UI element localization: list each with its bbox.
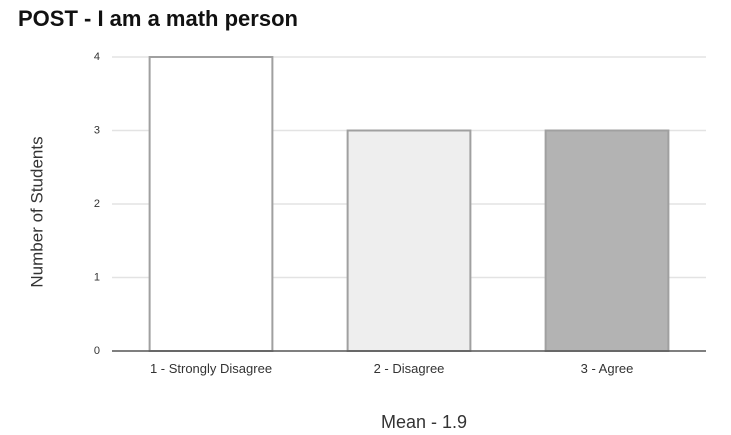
x-tick-label: 3 - Agree	[581, 361, 634, 376]
y-tick-label: 2	[94, 198, 100, 210]
x-tick-label: 1 - Strongly Disagree	[150, 361, 272, 376]
x-tick-label: 2 - Disagree	[374, 361, 445, 376]
y-tick-label: 3	[94, 124, 100, 136]
chart-title: POST - I am a math person	[18, 6, 298, 31]
axes: 0 1 2 3 4 1 - Strongly Disagree 2 - Disagree 3 …	[94, 51, 706, 376]
y-tick-label: 1	[94, 271, 100, 283]
y-axis-label: Number of Students	[27, 136, 46, 287]
bar-3	[544, 129, 670, 352]
bars	[148, 56, 670, 352]
y-tick-label: 0	[94, 345, 100, 357]
y-tick-label: 4	[94, 51, 100, 63]
x-axis-label: Mean - 1.9	[381, 412, 467, 432]
bar-2	[346, 129, 472, 352]
bar-1	[148, 56, 274, 352]
